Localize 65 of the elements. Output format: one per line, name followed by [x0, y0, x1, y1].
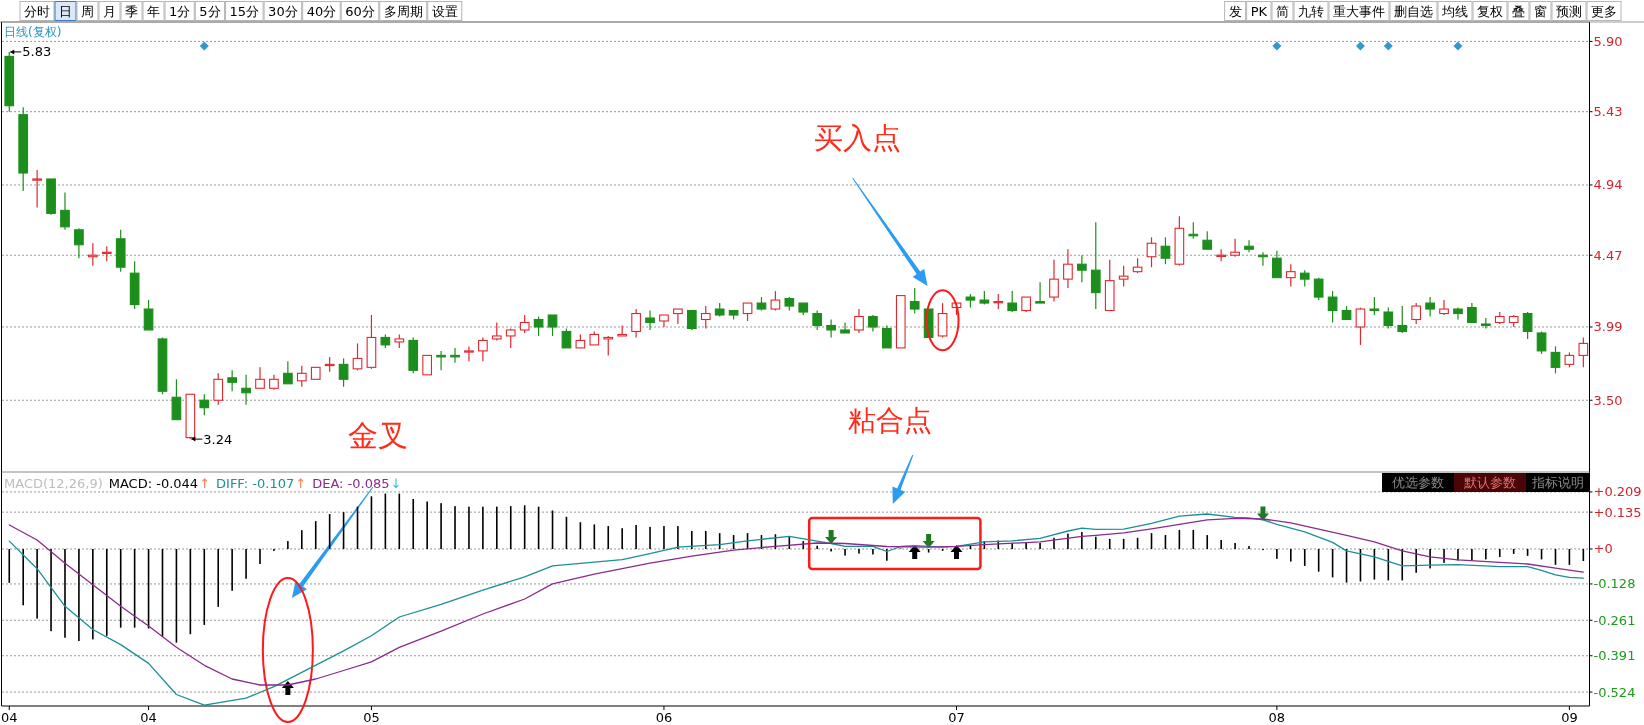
button: 1分 — [164, 1, 195, 21]
button: 多周期 — [379, 1, 428, 21]
y-tick-label: +0 — [1593, 541, 1613, 557]
annotation: 5.83 — [22, 44, 52, 60]
y-tick-label: -0.128 — [1593, 576, 1636, 592]
button: 日 — [54, 1, 77, 21]
button: 优选参数 — [1382, 473, 1454, 492]
button: 60分 — [340, 1, 380, 21]
button: 设置 — [427, 1, 463, 21]
annotation: 3.24 — [203, 431, 233, 447]
y-tick-label: 5.43 — [1593, 104, 1623, 120]
annotation: MACD(12,26,9) — [4, 476, 103, 491]
button: 年 — [142, 1, 165, 21]
y-tick-label: -0.524 — [1593, 684, 1636, 700]
x-tick-label: 04 — [140, 710, 157, 725]
x-tick-label: 07 — [948, 710, 965, 725]
annotation: MACD: -0.044 — [108, 476, 199, 491]
annotation: DEA: -0.085 — [312, 476, 390, 491]
button: 周 — [76, 1, 99, 21]
y-tick-label: 4.47 — [1593, 247, 1623, 263]
x-tick-label: 04 — [0, 710, 18, 725]
button: 季 — [120, 1, 143, 21]
button: 40分 — [302, 1, 341, 21]
annotation: 粘合点 — [847, 404, 932, 437]
button: 指标说明 — [1526, 473, 1589, 492]
button: 更多 — [1586, 1, 1622, 21]
y-tick-label: 3.99 — [1593, 319, 1623, 335]
button: 叠 — [1507, 1, 1530, 21]
y-tick-label: +0.209 — [1593, 484, 1642, 500]
annotation: ↓ — [390, 476, 402, 491]
button: 预测 — [1551, 1, 1587, 21]
y-tick-label: 4.94 — [1593, 177, 1623, 193]
chart-title: 日线(复权) — [4, 25, 62, 39]
button: 发 — [1224, 1, 1247, 21]
button: 重大事件 — [1328, 1, 1390, 21]
button: 简 — [1271, 1, 1294, 21]
annotation: 指标说明 — [1530, 475, 1584, 490]
button: 均线 — [1437, 1, 1473, 21]
y-tick-label: -0.261 — [1593, 612, 1636, 628]
annotation: 金叉 — [347, 418, 408, 453]
button: 默认参数 — [1454, 473, 1526, 492]
annotation: 默认参数 — [1463, 475, 1516, 490]
y-tick-label: -0.391 — [1593, 648, 1636, 664]
x-tick-label: 05 — [363, 710, 380, 725]
button: 删自选 — [1389, 1, 1438, 21]
annotation: ↑ — [199, 476, 211, 491]
button: PK — [1246, 1, 1272, 21]
button: 5分 — [194, 1, 226, 21]
button: 分时 — [19, 1, 55, 21]
y-tick-label: 5.90 — [1593, 33, 1623, 49]
annotation: 买入点 — [814, 121, 902, 155]
button: 30分 — [263, 1, 303, 21]
x-tick-label: 06 — [655, 710, 673, 725]
button: 窗 — [1529, 1, 1552, 21]
x-tick-label: 09 — [1561, 710, 1578, 725]
annotation: ↑ — [295, 476, 307, 491]
y-tick-label: +0.135 — [1593, 504, 1642, 520]
button: 复权 — [1472, 1, 1508, 21]
button: 月 — [98, 1, 121, 21]
annotation: DIFF: -0.107 — [216, 476, 295, 491]
annotation: 优选参数 — [1392, 475, 1444, 490]
y-tick-label: 3.50 — [1593, 392, 1623, 408]
button: 九转 — [1293, 1, 1329, 21]
button: 15分 — [225, 1, 264, 21]
x-tick-label: 08 — [1268, 710, 1286, 725]
